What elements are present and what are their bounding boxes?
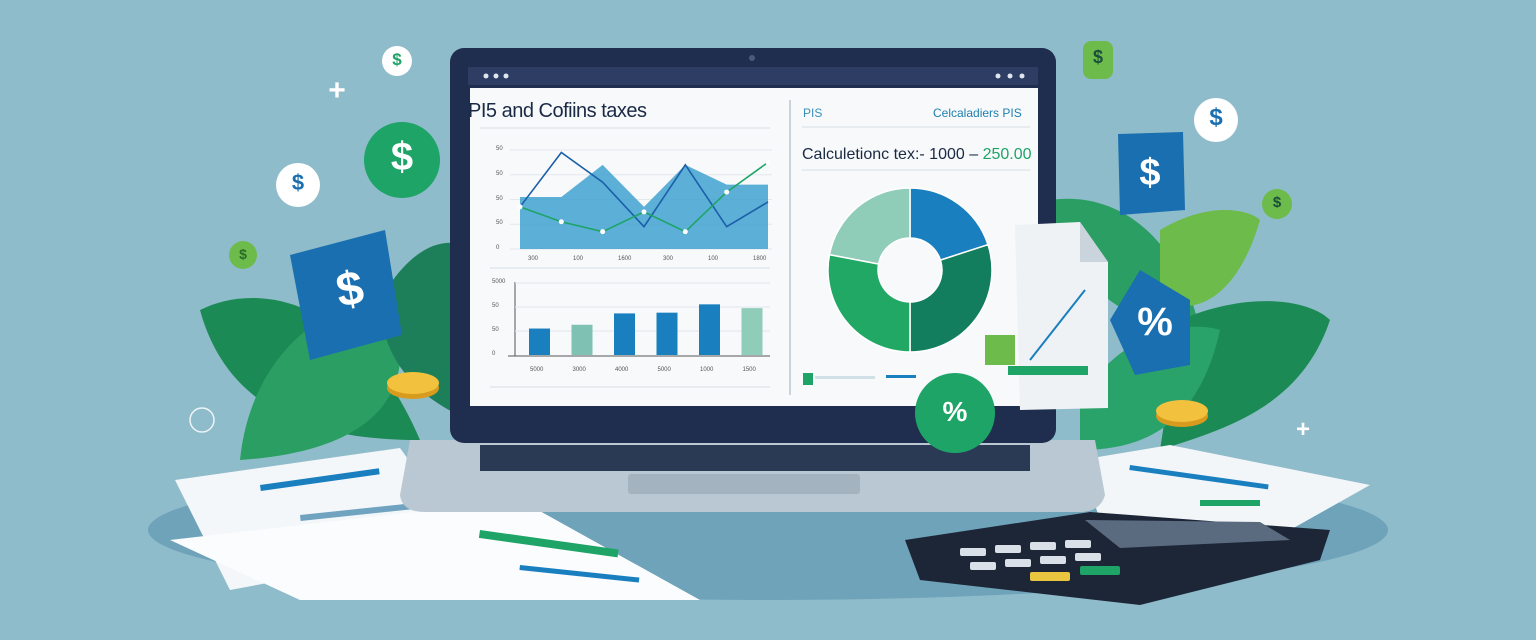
window-titlebar (468, 67, 1038, 85)
calculation-label: Calculetionc tex:- 1000 – (802, 146, 979, 163)
plus-icon: + (328, 74, 346, 107)
calculation-summary: Calculetionc tex:- 1000 – 250.00 (802, 146, 1032, 164)
bar (741, 308, 763, 355)
bar (699, 304, 720, 355)
data-point (558, 219, 564, 225)
dollar-circle-icon (1262, 189, 1292, 219)
x-tick-label: 3000 (572, 367, 586, 373)
dollar-icon: $ (1092, 47, 1103, 67)
paper-stack-right (1080, 445, 1370, 530)
dollar-icon: $ (1272, 194, 1282, 211)
x-tick-label: 100 (708, 256, 719, 262)
y-tick-label: 50 (492, 303, 499, 309)
dollar-icon: $ (1139, 152, 1161, 194)
report-document (985, 222, 1108, 410)
donut-slice (827, 253, 911, 353)
data-point (517, 204, 523, 210)
dollar-icon: $ (239, 246, 247, 262)
y-tick-label: 50 (492, 327, 499, 333)
dollar-circle-icon (229, 241, 257, 269)
y-tick-label: 50 (496, 146, 503, 152)
dollar-icon: $ (392, 50, 402, 69)
area-series (520, 164, 768, 249)
percent-circle-icon (915, 373, 995, 453)
data-point (641, 209, 647, 215)
y-tick-label: 0 (492, 351, 496, 357)
plus-icon: + (1295, 416, 1310, 443)
x-tick-label: 1600 (618, 256, 632, 262)
dollar-circle-icon (382, 46, 412, 76)
x-tick-label: 1000 (700, 367, 714, 373)
data-point (765, 159, 771, 165)
calculator-link[interactable]: Celcaladiers PIS (933, 106, 1022, 120)
dollar-circle-icon (364, 122, 440, 198)
x-tick-label: 300 (663, 256, 674, 262)
percent-icon: % (1137, 300, 1173, 344)
dollar-circle-icon (276, 163, 320, 207)
paper-stack-left (170, 448, 700, 600)
window-dot[interactable] (503, 73, 509, 79)
y-tick-label: 0 (496, 245, 500, 251)
coin-icon (387, 372, 439, 399)
bar (529, 328, 550, 355)
x-tick-label: 5000 (530, 367, 544, 373)
area-chart (510, 149, 772, 250)
data-point (682, 229, 688, 235)
dollar-icon: $ (1209, 104, 1223, 131)
y-tick-label: 5000 (492, 279, 506, 285)
percent-tag-icon (1110, 270, 1190, 375)
calculator (905, 512, 1330, 605)
line-series (519, 151, 769, 229)
window-dot[interactable] (493, 73, 499, 79)
x-tick-label: 4000 (615, 367, 629, 373)
dollar-tag-icon (1083, 41, 1113, 79)
calculator-display (1085, 520, 1290, 548)
donut-slice (909, 187, 989, 262)
calculation-result: 250.00 (982, 146, 1032, 163)
x-tick-label: 5000 (657, 367, 671, 373)
y-tick-label: 50 (496, 220, 503, 227)
dollar-card-icon (290, 230, 402, 360)
dollar-circle-icon (1194, 98, 1238, 142)
bar-chart (508, 282, 770, 357)
donut-chart (827, 187, 993, 353)
bar (571, 324, 593, 355)
bar (614, 313, 635, 355)
dollar-icon: $ (291, 170, 305, 195)
x-tick-label: 100 (573, 256, 584, 262)
dollar-icon: $ (332, 261, 368, 318)
donut-slice (828, 187, 911, 265)
donut-slice (909, 243, 993, 353)
y-tick-label: 50 (496, 195, 503, 202)
data-point (600, 229, 606, 235)
bar (656, 312, 678, 355)
x-tick-label: 1500 (742, 367, 756, 373)
x-tick-label: 1800 (753, 256, 767, 262)
tab-pis[interactable]: PIS (803, 106, 823, 120)
window-dot[interactable] (483, 73, 489, 79)
y-tick-label: 50 (496, 170, 503, 177)
trackpad (628, 474, 860, 494)
x-tick-label: 300 (528, 256, 539, 262)
coin-icon (1156, 400, 1208, 427)
camera (749, 55, 755, 61)
dollar-icon: $ (390, 135, 414, 179)
data-point (724, 189, 730, 195)
page-title: PI5 and Cofiins taxes (468, 100, 647, 122)
dollar-card-icon (1118, 132, 1185, 215)
percent-icon: % (942, 396, 968, 427)
